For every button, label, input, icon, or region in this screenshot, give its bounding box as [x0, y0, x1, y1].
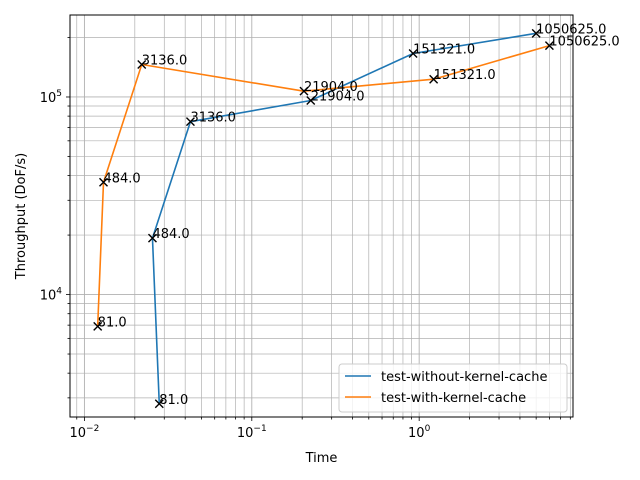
data-point-label: 81.0 — [98, 315, 127, 330]
series-line-2 — [96, 44, 550, 327]
data-point-marker — [154, 399, 164, 409]
legend-label: test-with-kernel-cache — [381, 391, 526, 406]
data-point-marker — [185, 117, 195, 127]
series-lines — [96, 32, 550, 404]
y-tick-label: 104 — [40, 287, 63, 304]
legend-entry: test-without-kernel-cache — [345, 370, 547, 385]
data-point-label: 21904.0 — [304, 80, 358, 95]
legend-entry: test-with-kernel-cache — [345, 391, 526, 406]
data-point-label: 1050625.0 — [536, 22, 606, 37]
legend-label: test-without-kernel-cache — [381, 370, 547, 385]
x-axis-label: Time — [305, 451, 338, 466]
data-point-marker — [93, 321, 103, 331]
data-point-marker — [544, 41, 554, 51]
data-point-marker — [429, 74, 439, 84]
series-line-1 — [151, 32, 537, 404]
data-point-marker — [408, 49, 418, 58]
data-point-marker — [99, 177, 108, 187]
data-labels: 81.0 484.0 3136.0 21904.0 151321.0 1050625.0 8… — [98, 22, 620, 407]
data-point-label: 1050625.0 — [549, 35, 619, 50]
data-point-marker — [137, 60, 147, 70]
data-point-label: 151321.0 — [413, 42, 475, 57]
data-point-label: 151321.0 — [434, 68, 496, 83]
plot-area-frame — [69, 14, 574, 418]
data-point-label: 3136.0 — [142, 54, 188, 69]
data-point-marker — [299, 86, 309, 96]
data-point-marker — [147, 233, 157, 243]
x-tick-label: 10−1 — [237, 424, 267, 441]
data-point-marker — [306, 95, 316, 105]
x-tick-label: 10−2 — [70, 424, 100, 441]
x-tick-label: 100 — [408, 424, 431, 441]
data-point-label: 484.0 — [152, 227, 189, 242]
data-point-label: 21904.0 — [311, 89, 365, 104]
tick-labels: 10−2 10−1 100 104 105 — [40, 89, 431, 441]
data-point-label: 81.0 — [159, 393, 188, 408]
data-point-marker — [531, 28, 541, 38]
y-tick-label: 105 — [40, 89, 62, 106]
axis-ticks — [66, 37, 571, 421]
major-gridlines — [70, 15, 573, 417]
data-point-label: 484.0 — [103, 171, 140, 186]
y-axis-label: Throughput (DoF/s) — [14, 153, 29, 280]
data-point-label: 3136.0 — [190, 111, 236, 126]
legend: test-without-kernel-cache test-with-kerne… — [338, 363, 568, 413]
data-markers — [93, 28, 554, 409]
legend-box — [338, 363, 568, 413]
